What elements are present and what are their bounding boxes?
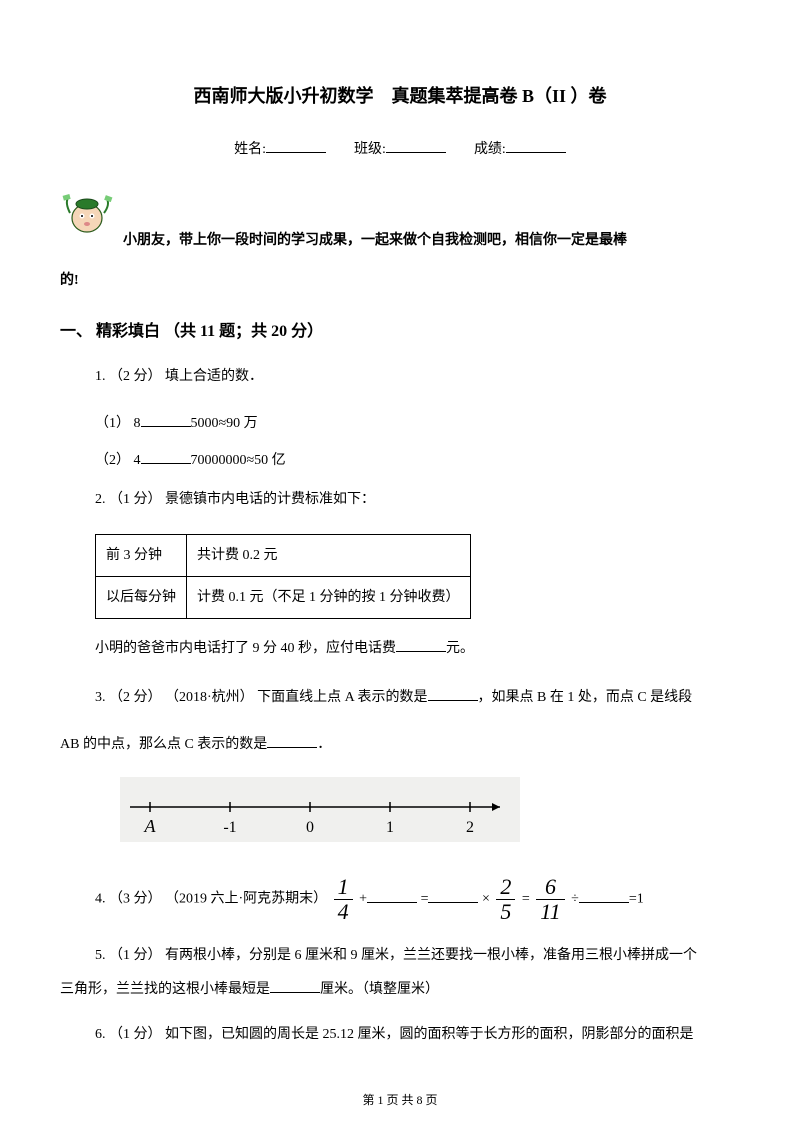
- page-title: 西南师大版小升初数学 真题集萃提高卷 B（II ）卷: [60, 80, 740, 112]
- class-blank[interactable]: [386, 139, 446, 153]
- table-cell: 共计费 0.2 元: [187, 534, 471, 576]
- greeting-row: 小朋友，带上你一段时间的学习成果，一起来做个自我检测吧，相信你一定是最棒: [60, 193, 740, 253]
- question-5-line2: 三角形，兰兰找的这根小棒最短是 厘米。（填整厘米）: [60, 977, 740, 1002]
- section-1-title: 一、 精彩填白 （共 11 题；共 20 分）: [60, 318, 740, 347]
- q4-div: ÷: [571, 892, 579, 907]
- name-label: 姓名:: [234, 142, 266, 157]
- fraction-6-11: 611: [536, 876, 564, 923]
- q4-eq1: =: [421, 892, 429, 907]
- svg-text:-1: -1: [223, 819, 236, 836]
- q4-blank2[interactable]: [428, 889, 478, 903]
- question-1-sub1: （1） 8 5000≈90 万: [60, 411, 740, 436]
- q4-plus: +: [359, 892, 367, 907]
- table-row: 以后每分钟 计费 0.1 元（不足 1 分钟的按 1 分钟收费）: [96, 576, 471, 618]
- q5-l2-prefix: 三角形，兰兰找的这根小棒最短是: [60, 982, 270, 997]
- q3-prefix: 3. （2 分） （2018·杭州） 下面直线上点 A 表示的数是: [95, 690, 428, 705]
- question-3-line2: AB 的中点，那么点 C 表示的数是 ．: [60, 732, 740, 757]
- question-1-sub2: （2） 4 70000000≈50 亿: [60, 448, 740, 473]
- fraction-2-5: 25: [496, 876, 515, 923]
- svg-text:2: 2: [466, 819, 474, 836]
- table-cell: 计费 0.1 元（不足 1 分钟的按 1 分钟收费）: [187, 576, 471, 618]
- table-cell: 前 3 分钟: [96, 534, 187, 576]
- page-footer: 第 1 页 共 8 页: [0, 1090, 800, 1112]
- score-label: 成绩:: [474, 142, 506, 157]
- q3-mid: ，如果点 B 在 1 处，而点 C 是线段: [478, 690, 693, 705]
- q3-l2-suffix: ．: [317, 737, 331, 752]
- q4-blank3[interactable]: [579, 889, 629, 903]
- q4-times: ×: [482, 892, 493, 907]
- q1s2-suffix: 70000000≈50 亿: [191, 453, 286, 468]
- svg-text:A: A: [144, 816, 157, 836]
- q5-prefix: 5. （1 分） 有两根小棒，分别是 6 厘米和 9 厘米，兰兰还要找一根小棒，…: [95, 948, 697, 963]
- number-line-diagram: A -1 0 1 2: [120, 777, 740, 851]
- greeting-line1: 小朋友，带上你一段时间的学习成果，一起来做个自我检测吧，相信你一定是最棒: [123, 193, 627, 253]
- q2-blank[interactable]: [396, 638, 446, 652]
- svg-text:1: 1: [386, 819, 394, 836]
- table-row: 前 3 分钟 共计费 0.2 元: [96, 534, 471, 576]
- table-cell: 以后每分钟: [96, 576, 187, 618]
- q5-l2-suffix: 厘米。（填整厘米）: [320, 982, 439, 997]
- q1s1-blank[interactable]: [141, 413, 191, 427]
- header-fields: 姓名: 班级: 成绩:: [60, 137, 740, 162]
- pricing-table: 前 3 分钟 共计费 0.2 元 以后每分钟 计费 0.1 元（不足 1 分钟的…: [95, 534, 471, 619]
- mascot-icon: [60, 193, 115, 248]
- q4-blank1[interactable]: [367, 889, 417, 903]
- q4-eq3: =1: [629, 892, 644, 907]
- class-label: 班级:: [354, 142, 386, 157]
- score-blank[interactable]: [506, 139, 566, 153]
- question-2-after: 小明的爸爸市内电话打了 9 分 40 秒，应付电话费 元。: [60, 634, 740, 665]
- q1s1-suffix: 5000≈90 万: [191, 416, 258, 431]
- q4-eq2: =: [522, 892, 533, 907]
- question-4: 4. （3 分） （2019 六上·阿克苏期末） 14 + = × 25 = 6…: [60, 876, 740, 923]
- q3-blank2[interactable]: [267, 734, 317, 748]
- fraction-1-4: 14: [334, 876, 353, 923]
- q1s2-prefix: （2） 4: [95, 453, 141, 468]
- question-5: 5. （1 分） 有两根小棒，分别是 6 厘米和 9 厘米，兰兰还要找一根小棒，…: [60, 941, 740, 972]
- name-blank[interactable]: [266, 139, 326, 153]
- q5-blank[interactable]: [270, 979, 320, 993]
- q1s1-prefix: （1） 8: [95, 416, 141, 431]
- q3-blank1[interactable]: [428, 687, 478, 701]
- question-6: 6. （1 分） 如下图，已知圆的周长是 25.12 厘米，圆的面积等于长方形的…: [60, 1020, 740, 1051]
- q2-after-suffix: 元。: [446, 641, 474, 656]
- question-1: 1. （2 分） 填上合适的数．: [60, 362, 740, 393]
- q2-after-prefix: 小明的爸爸市内电话打了 9 分 40 秒，应付电话费: [95, 641, 396, 656]
- q4-prefix: 4. （3 分） （2019 六上·阿克苏期末）: [95, 892, 331, 907]
- question-2: 2. （1 分） 景德镇市内电话的计费标准如下：: [60, 485, 740, 516]
- question-3: 3. （2 分） （2018·杭州） 下面直线上点 A 表示的数是 ，如果点 B …: [60, 683, 740, 714]
- q1s2-blank[interactable]: [141, 450, 191, 464]
- svg-text:0: 0: [306, 819, 314, 836]
- q3-l2-prefix: AB 的中点，那么点 C 表示的数是: [60, 737, 267, 752]
- greeting-line2: 的!: [60, 268, 740, 293]
